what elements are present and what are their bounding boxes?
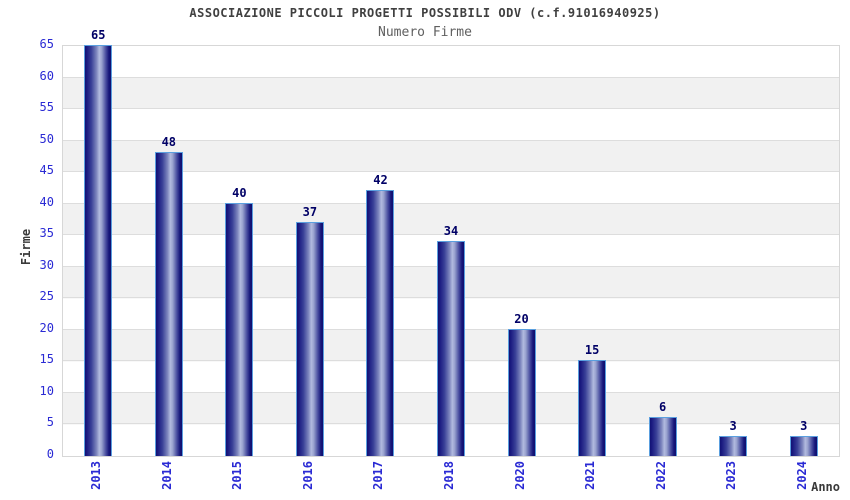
x-tick-label: 2017 bbox=[371, 461, 386, 490]
bar-2016 bbox=[295, 221, 324, 456]
x-axis-label: Anno bbox=[811, 480, 840, 494]
y-tick-label: 5 bbox=[46, 415, 54, 430]
y-tick-label: 45 bbox=[39, 163, 54, 178]
bar-value-label: 15 bbox=[584, 343, 600, 358]
bar-2021 bbox=[578, 360, 607, 456]
bar-2020 bbox=[507, 328, 536, 456]
x-tick-label: 2014 bbox=[159, 461, 174, 490]
bar-value-label: 65 bbox=[91, 28, 106, 42]
bar-value-label: 37 bbox=[302, 204, 318, 219]
x-tick-label: 2024 bbox=[794, 461, 809, 490]
bar-value-label: 6 bbox=[659, 400, 667, 415]
bar-value-label: 3 bbox=[800, 419, 808, 434]
gridline bbox=[63, 76, 839, 78]
bar-value-label: 34 bbox=[443, 223, 459, 238]
x-tick-label: 2023 bbox=[724, 461, 739, 490]
bar-2013 bbox=[84, 45, 113, 456]
y-tick-label: 65 bbox=[39, 37, 54, 51]
gridline bbox=[63, 202, 839, 204]
x-tick-label: 2021 bbox=[583, 461, 598, 490]
y-tick-label: 20 bbox=[39, 320, 54, 335]
bar-2024 bbox=[789, 436, 818, 456]
gridline bbox=[63, 171, 839, 173]
y-tick-label: 30 bbox=[39, 257, 54, 272]
y-tick-label: 60 bbox=[39, 68, 54, 83]
gridline bbox=[63, 139, 839, 141]
x-tick-label: 2020 bbox=[512, 461, 527, 490]
y-tick-label: 15 bbox=[39, 352, 54, 367]
bar-value-label: 20 bbox=[514, 311, 529, 326]
x-tick-label: 2022 bbox=[653, 461, 668, 490]
bar-value-label: 48 bbox=[161, 135, 177, 150]
bar-2022 bbox=[648, 417, 677, 456]
bar-value-label: 3 bbox=[729, 419, 737, 434]
bar-2017 bbox=[366, 190, 395, 456]
y-tick-label: 50 bbox=[39, 131, 54, 146]
x-tick-label: 2016 bbox=[300, 461, 315, 490]
bar-2023 bbox=[719, 436, 748, 456]
y-tick-label: 55 bbox=[39, 100, 54, 115]
y-tick-label: 0 bbox=[46, 447, 54, 461]
x-tick-label: 2015 bbox=[230, 461, 245, 490]
y-tick-label: 10 bbox=[39, 383, 54, 398]
bar-value-label: 42 bbox=[373, 173, 388, 188]
bar-value-label: 40 bbox=[232, 185, 247, 200]
chart-title: ASSOCIAZIONE PICCOLI PROGETTI POSSIBILI … bbox=[189, 6, 661, 20]
gridline bbox=[63, 234, 839, 236]
chart-subtitle: Numero Firme bbox=[378, 25, 472, 40]
bar-2015 bbox=[225, 202, 254, 456]
x-tick-label: 2013 bbox=[89, 461, 104, 490]
gridline bbox=[63, 108, 839, 110]
x-tick-label: 2018 bbox=[442, 461, 456, 490]
y-tick-label: 25 bbox=[39, 289, 54, 304]
y-tick-label: 40 bbox=[39, 194, 54, 209]
y-tick-label: 35 bbox=[39, 226, 54, 241]
bar-2014 bbox=[154, 152, 183, 456]
plot-area: 65 48 40 37 42 34 20 15 6 3 3 bbox=[62, 28, 840, 457]
bar-2018 bbox=[437, 240, 465, 456]
